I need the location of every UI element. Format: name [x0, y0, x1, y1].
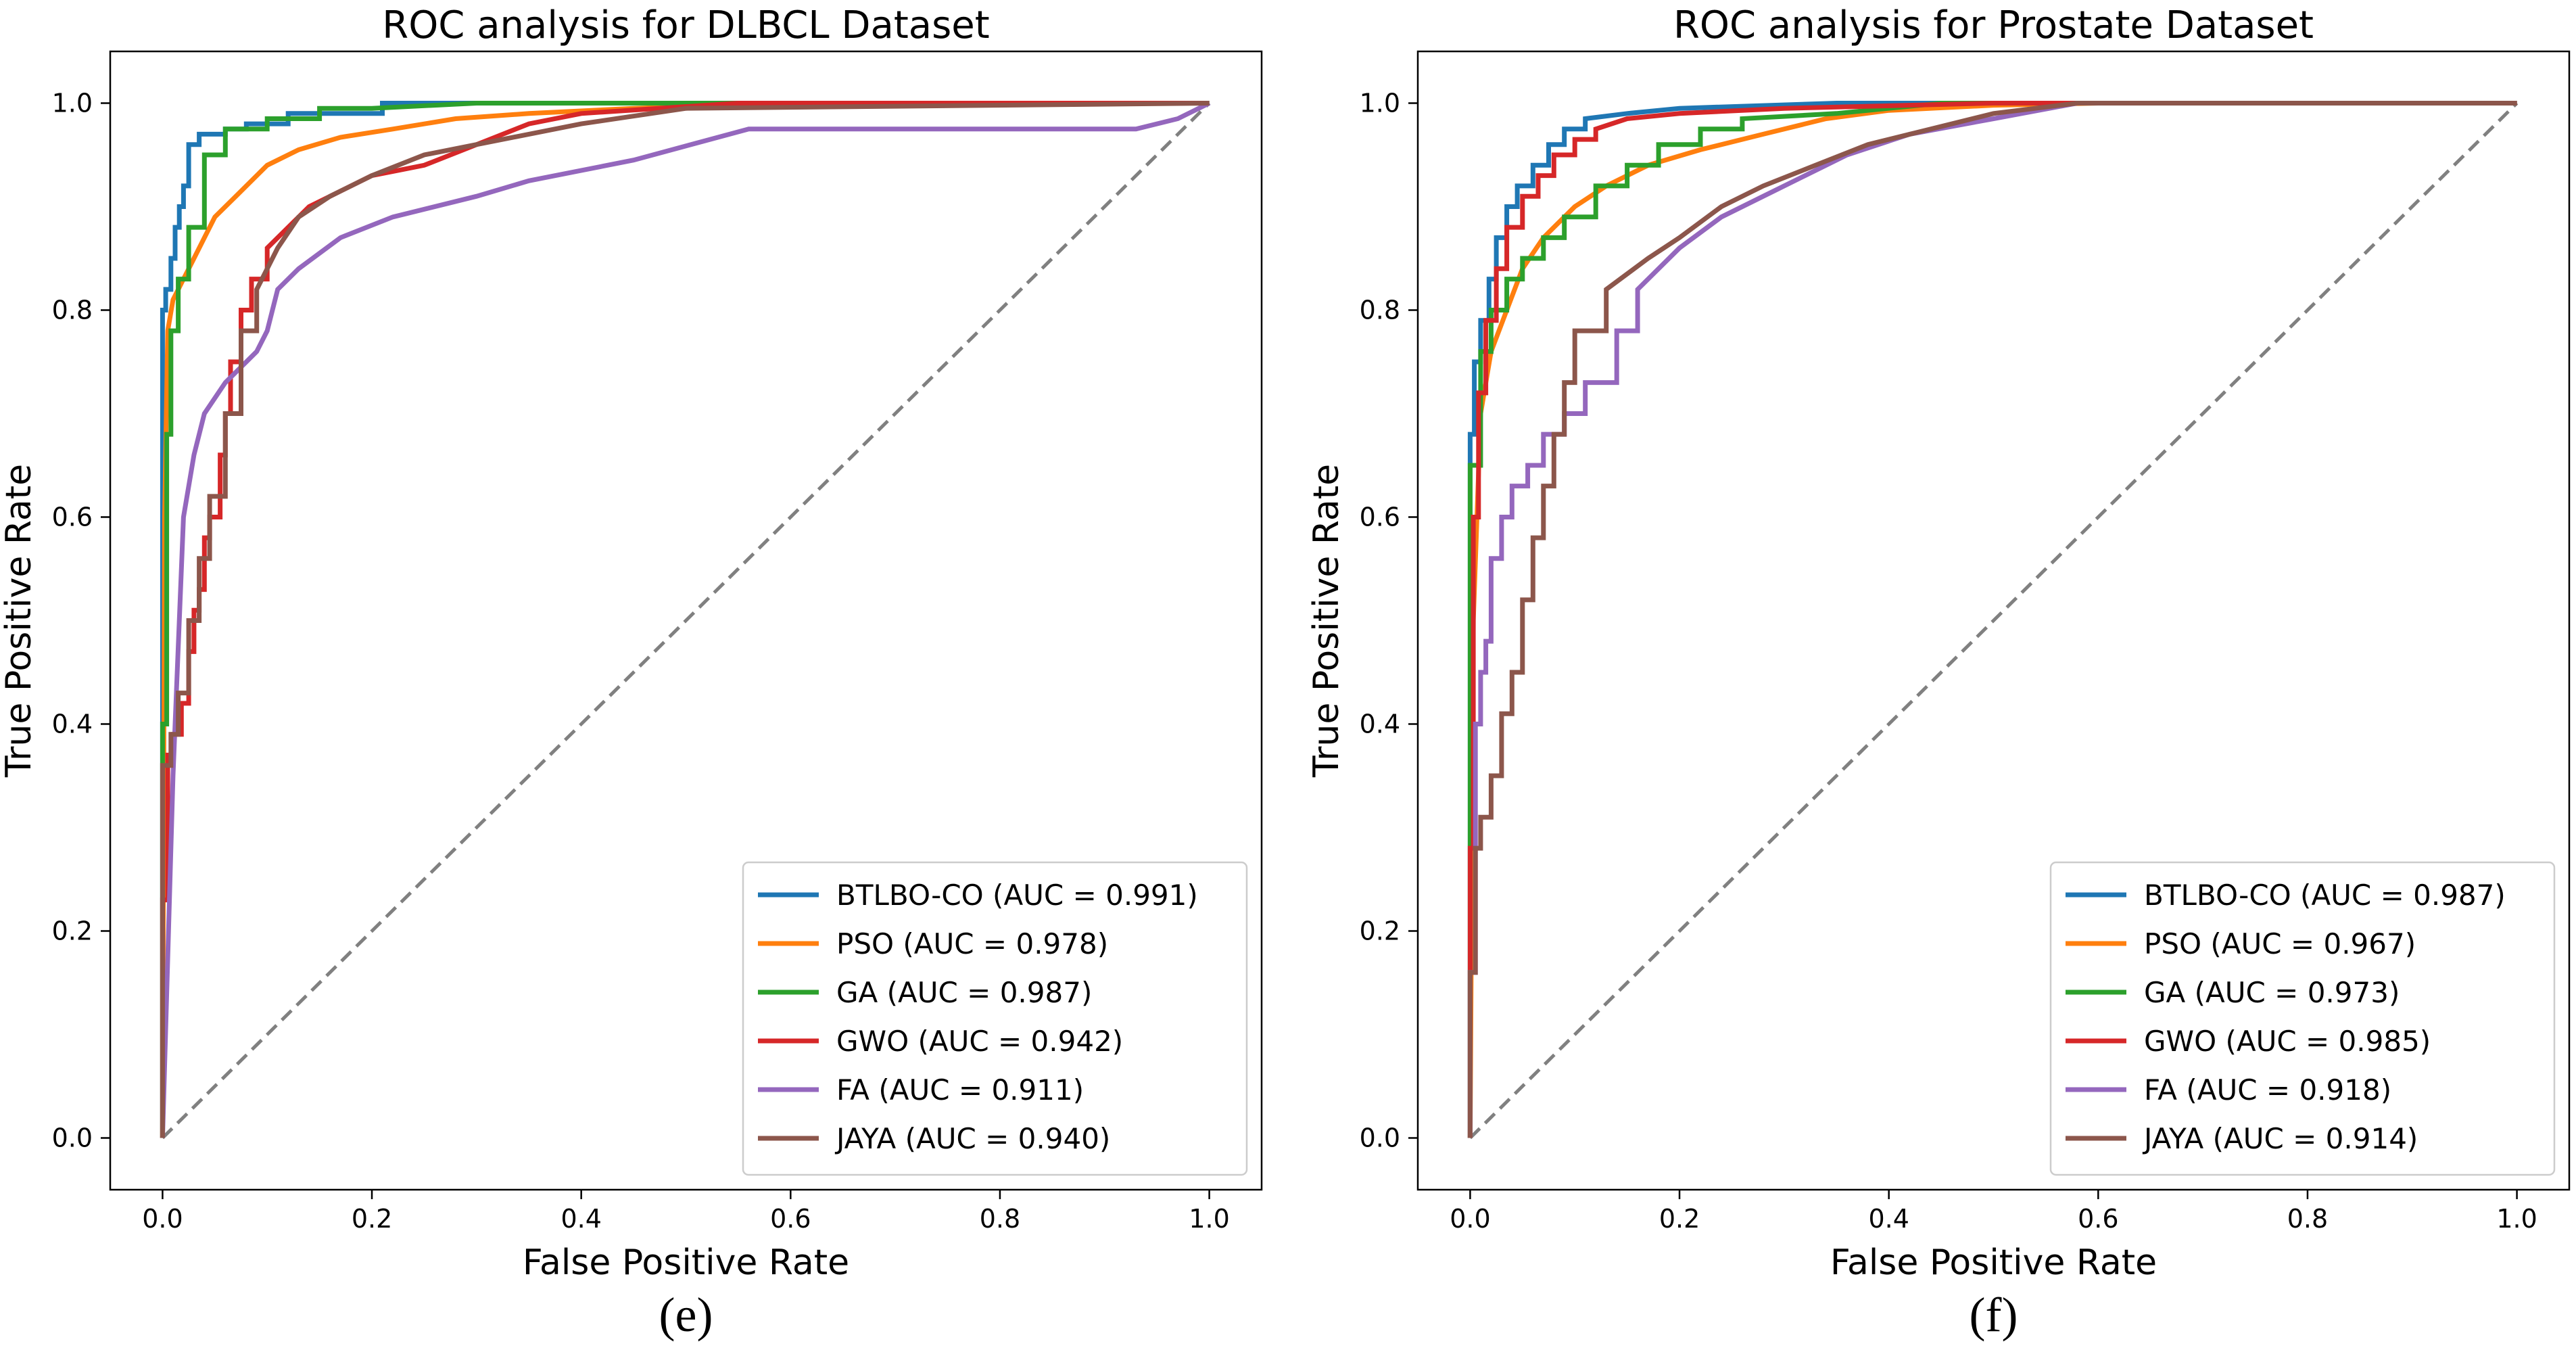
legend-label-1: PSO (AUC = 0.978) — [836, 927, 1108, 960]
x-tick-label: 0.2 — [352, 1204, 392, 1234]
y-axis-label: True Positive Rate — [0, 464, 39, 778]
panel-caption: (e) — [659, 1288, 713, 1342]
series-line-4 — [160, 101, 1211, 1138]
diagonal-reference-line — [161, 101, 1211, 1140]
legend: BTLBO-CO (AUC = 0.991) PSO (AUC = 0.978) G… — [742, 861, 1248, 1176]
legend-label-2: GA (AUC = 0.987) — [836, 976, 1092, 1009]
x-tick-label: 0.6 — [2078, 1204, 2118, 1234]
series-line-2 — [1467, 101, 2517, 1138]
chart-title: ROC analysis for Prostate Dataset — [1673, 3, 2314, 47]
y-tick-label: 0.0 — [1360, 1123, 1400, 1153]
legend-label-4: FA (AUC = 0.911) — [836, 1073, 1084, 1107]
legend-label-5: JAYA (AUC = 0.914) — [2142, 1122, 2418, 1155]
plot-frame — [109, 50, 1263, 1191]
y-tick-label: 0.6 — [52, 503, 93, 532]
series-line-5 — [160, 101, 1210, 1138]
x-tick-label: 1.0 — [2496, 1204, 2537, 1234]
chart-panel-1: ROC analysis for Prostate Dataset 0.0 0.2 0… — [1306, 3, 2571, 1342]
legend-label-2: GA (AUC = 0.973) — [2144, 976, 2400, 1009]
diagonal-reference-line — [1469, 101, 2519, 1140]
x-tick-label: 0.8 — [2287, 1204, 2328, 1234]
x-axis-label: False Positive Rate — [523, 1242, 849, 1283]
series-line-2 — [160, 101, 1210, 1138]
series-line-0 — [1467, 101, 2517, 1138]
legend-label-4: FA (AUC = 0.918) — [2144, 1073, 2391, 1107]
y-tick-label: 0.2 — [52, 916, 93, 946]
x-tick-label: 0.4 — [1868, 1204, 1909, 1234]
legend-label-3: GWO (AUC = 0.942) — [836, 1025, 1123, 1058]
plot-frame — [1416, 50, 2571, 1191]
series-line-0 — [160, 101, 1210, 1138]
legend-label-5: JAYA (AUC = 0.940) — [834, 1122, 1110, 1155]
y-tick-label: 1.0 — [1360, 89, 1400, 118]
x-tick-label: 0.4 — [560, 1204, 601, 1234]
series-line-4 — [1467, 101, 2517, 1138]
legend-label-1: PSO (AUC = 0.967) — [2144, 927, 2416, 960]
y-tick-label: 0.4 — [52, 709, 93, 739]
x-tick-label: 0.2 — [1659, 1204, 1700, 1234]
x-axis-label: False Positive Rate — [1830, 1242, 2157, 1283]
legend-box — [742, 861, 1248, 1176]
chart-panel-0: ROC analysis for DLBCL Dataset 0.0 0.2 0.4 0… — [0, 3, 1263, 1342]
legend-label-0: BTLBO-CO (AUC = 0.987) — [2144, 879, 2506, 912]
legend-label-0: BTLBO-CO (AUC = 0.991) — [836, 879, 1198, 912]
series-line-3 — [1467, 101, 2517, 1138]
y-tick-label: 0.8 — [52, 296, 93, 325]
x-tick-label: 0.0 — [1450, 1204, 1490, 1234]
series-lines — [1467, 101, 2517, 1138]
series-line-1 — [160, 101, 1210, 1138]
y-tick-label: 0.4 — [1360, 709, 1400, 739]
y-tick-label: 0.8 — [1360, 296, 1400, 325]
x-tick-label: 0.8 — [980, 1204, 1020, 1234]
x-tick-label: 0.6 — [770, 1204, 811, 1234]
y-tick-label: 1.0 — [52, 89, 93, 118]
y-tick-label: 0.0 — [52, 1123, 93, 1153]
y-tick-label: 0.6 — [1360, 503, 1400, 532]
chart-title: ROC analysis for DLBCL Dataset — [382, 3, 989, 47]
series-line-5 — [1467, 101, 2517, 1138]
y-axis-label: True Positive Rate — [1306, 464, 1347, 778]
y-tick-label: 0.2 — [1360, 916, 1400, 946]
legend-box — [2049, 861, 2556, 1176]
series-lines — [160, 101, 1211, 1138]
x-tick-label: 1.0 — [1189, 1204, 1229, 1234]
legend: BTLBO-CO (AUC = 0.987) PSO (AUC = 0.967) G… — [2049, 861, 2556, 1176]
legend-label-3: GWO (AUC = 0.985) — [2144, 1025, 2431, 1058]
x-tick-label: 0.0 — [142, 1204, 183, 1234]
panel-caption: (f) — [1970, 1288, 2018, 1342]
